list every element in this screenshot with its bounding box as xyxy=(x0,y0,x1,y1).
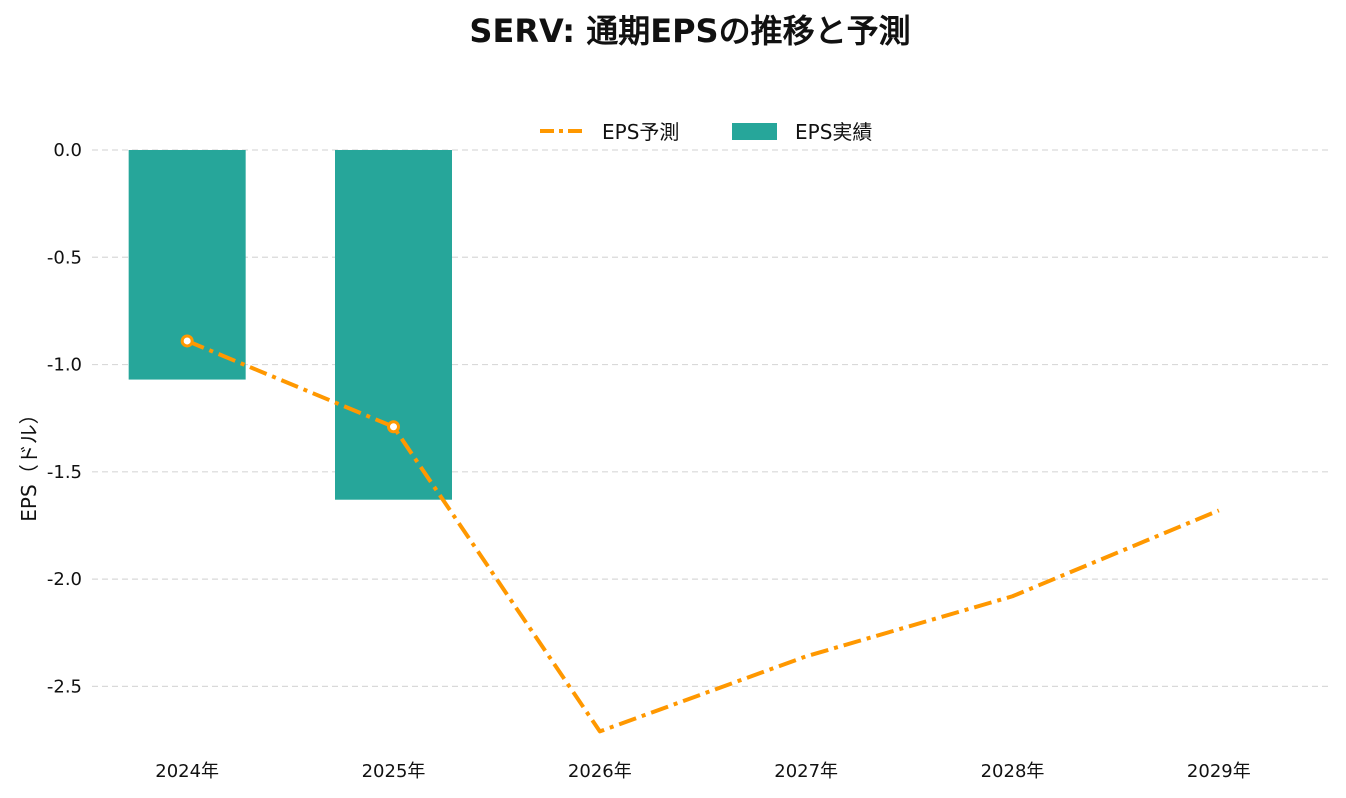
y-tick-label: -0.5 xyxy=(47,247,82,268)
eps-forecast-point xyxy=(180,334,194,348)
legend-actual-swatch xyxy=(732,123,777,140)
x-axis-ticks: 2024年 2025年 2026年 2027年 2028年 2029年 xyxy=(155,761,1250,782)
bar-series xyxy=(128,150,452,500)
y-tick-label: -1.0 xyxy=(47,355,82,376)
line-series xyxy=(180,334,1220,734)
grid-lines xyxy=(92,149,1330,687)
x-tick-label: 2027年 xyxy=(774,761,838,782)
eps-actual-bar xyxy=(335,150,452,500)
y-tick-label: -1.5 xyxy=(47,462,82,483)
y-axis-label: EPS（ドル） xyxy=(17,404,41,521)
x-tick-label: 2029年 xyxy=(1187,761,1251,782)
y-tick-label: -2.5 xyxy=(47,676,82,697)
legend-item-forecast: EPS予測 xyxy=(540,120,679,144)
legend-actual-label: EPS実績 xyxy=(795,120,872,144)
x-tick-label: 2024年 xyxy=(155,761,219,782)
y-axis-ticks: 0.0 -0.5 -1.0 -1.5 -2.0 -2.5 xyxy=(47,140,82,697)
y-tick-label: 0.0 xyxy=(53,140,82,161)
legend-item-actual: EPS実績 xyxy=(732,120,872,144)
x-tick-label: 2028年 xyxy=(981,761,1045,782)
legend: EPS予測 EPS実績 xyxy=(540,120,872,144)
y-tick-label: -2.0 xyxy=(47,569,82,590)
eps-forecast-line xyxy=(186,339,1220,734)
x-tick-label: 2026年 xyxy=(568,761,632,782)
chart-title: SERV: 通期EPSの推移と予測 xyxy=(469,12,910,50)
x-tick-label: 2025年 xyxy=(362,761,426,782)
legend-forecast-label: EPS予測 xyxy=(602,120,679,144)
eps-forecast-point xyxy=(387,420,400,434)
